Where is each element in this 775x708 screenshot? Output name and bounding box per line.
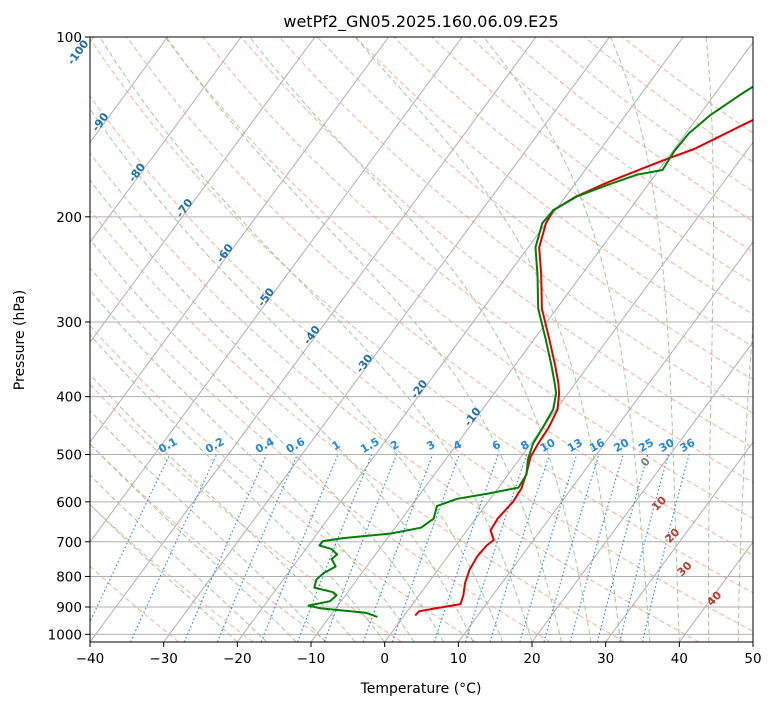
x-tick-label: 40	[671, 651, 688, 667]
moist-adiabat-line	[90, 238, 445, 642]
mixing-ratio-line	[433, 454, 499, 642]
y-tick-label: 900	[56, 600, 82, 616]
dry-adiabat-line	[90, 443, 328, 642]
moist-adiabat-line	[90, 289, 415, 642]
moist-adiabat-line	[90, 334, 386, 642]
y-tick-label: 200	[56, 210, 82, 226]
x-tick-label: −40	[76, 651, 105, 667]
dry-adiabat-line	[90, 267, 551, 642]
dry-adiabat-line	[90, 565, 180, 642]
mixing-ratio-line	[543, 454, 600, 642]
mixing-ratio-line	[323, 454, 398, 642]
x-tick-label: −20	[223, 651, 252, 667]
isotherm-line	[90, 37, 316, 343]
x-tick-label: 20	[523, 651, 540, 667]
moist-adiabat-line	[90, 409, 327, 642]
isotherm-line	[236, 37, 684, 642]
mixing-ratio-line	[362, 454, 434, 642]
y-tick-label: 500	[56, 448, 82, 464]
dry-adiabat-line	[393, 37, 753, 316]
x-axis-label: Temperature (°C)	[360, 681, 482, 697]
isotherm-line	[605, 441, 753, 642]
line-labels: -100-90-80-70-60-50-40-30-20-100.1 0.2 0.4…	[65, 37, 725, 608]
mixing-ratio-line	[569, 454, 624, 642]
dry-adiabat-line	[278, 37, 753, 414]
y-axis-label: Pressure (hPa)	[12, 290, 28, 390]
dry-adiabat-line	[90, 325, 477, 642]
moist-adiabat-line	[483, 37, 651, 642]
y-tick-label: 600	[56, 495, 82, 511]
dry-adiabat-line	[202, 37, 753, 484]
moist-adiabat-line	[354, 37, 621, 642]
x-axis-ticks: −40 −30 −20 −10 0 10 20 30 40 50	[76, 642, 762, 667]
x-tick-label: 50	[744, 651, 761, 667]
isotherm-line	[90, 37, 242, 243]
moist-adiabat-line	[99, 37, 533, 642]
mixing-ratio-line	[183, 454, 268, 642]
x-tick-label: −10	[297, 651, 326, 667]
dry-adiabat-line	[90, 38, 753, 594]
moist-adiabat-line	[249, 37, 592, 642]
mixing-ratio-line	[296, 454, 373, 642]
mixing-ratio-line	[216, 454, 298, 642]
isotherm-line	[90, 37, 390, 443]
y-tick-label: 1000	[48, 627, 82, 643]
mixing-ratio-line	[130, 454, 218, 642]
mixing-ratio-line	[489, 454, 550, 642]
moist-adiabat-line	[705, 37, 714, 642]
y-tick-label: 300	[56, 315, 82, 331]
dry-adiabat-line	[317, 37, 753, 381]
isotherm-line	[163, 37, 611, 642]
dewpoint-profile-line	[307, 85, 753, 618]
moist-adiabat-line	[90, 474, 268, 642]
isotherm-line	[310, 41, 753, 642]
isotherm-line	[531, 341, 753, 642]
plot-area	[90, 37, 753, 642]
temperature-profile-line	[414, 118, 753, 617]
x-tick-label: 0	[380, 651, 389, 667]
moist-adiabat-line	[610, 37, 680, 642]
x-tick-label: 10	[450, 651, 467, 667]
x-tick-label: −30	[149, 651, 178, 667]
isotherm-line	[457, 241, 753, 642]
isotherm-line	[90, 37, 463, 543]
dry-adiabat-line	[90, 152, 700, 642]
plot-frame	[89, 36, 754, 643]
y-axis-ticks: 100 200 300 400 500 600 700 800 900 1000	[48, 30, 90, 643]
moist-adiabat-line	[165, 37, 562, 642]
mixing-ratio-line	[90, 454, 171, 623]
mixing-ratio-line	[642, 454, 690, 642]
chart-title: wetPf2_GN05.2025.160.06.09.E25	[283, 12, 558, 32]
y-tick-label: 400	[56, 390, 82, 406]
dry-adiabat-line	[90, 95, 753, 632]
x-tick-label: 30	[597, 651, 614, 667]
mixing-ratio-line	[260, 454, 339, 642]
y-tick-label: 100	[56, 30, 82, 46]
dry-adiabat-line	[431, 37, 753, 284]
moist-adiabat-line	[737, 317, 753, 642]
moist-adiabat-line	[90, 107, 503, 642]
mixing-ratio-line	[464, 454, 528, 642]
y-tick-label: 700	[56, 535, 82, 551]
isotherm-line	[384, 141, 753, 642]
dry-adiabat-line	[90, 209, 625, 642]
mixing-ratio-line	[519, 454, 578, 642]
isotherm-line	[90, 37, 169, 144]
dry-adiabat-line	[164, 37, 753, 520]
y-tick-label: 800	[56, 569, 82, 585]
mixing-ratio-line	[391, 454, 460, 642]
